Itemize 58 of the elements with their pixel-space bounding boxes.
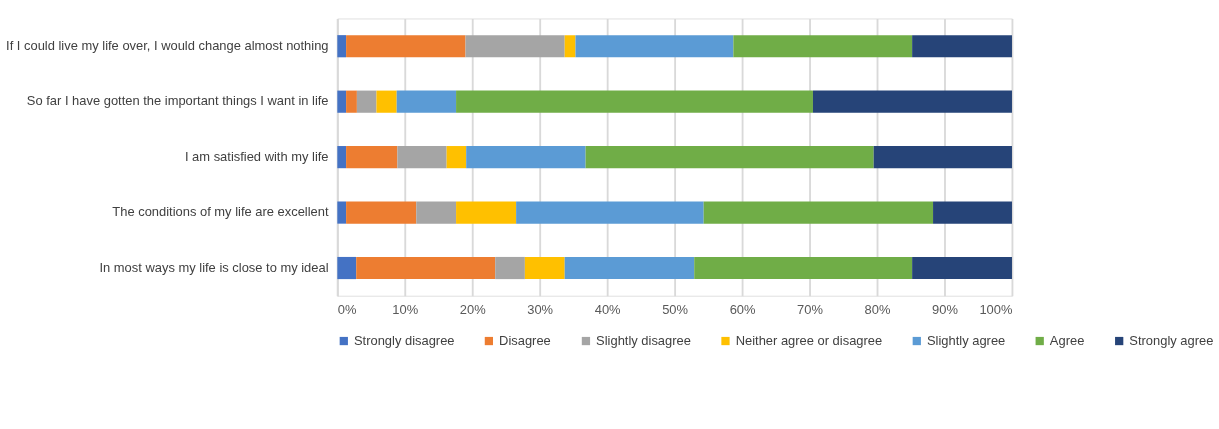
bar [337, 201, 347, 224]
bar [337, 146, 347, 169]
bar [575, 35, 734, 58]
x-tick-label: 20% [459, 301, 487, 317]
bar [585, 146, 874, 169]
bar [465, 35, 565, 58]
bar [397, 146, 447, 169]
bar [396, 90, 457, 113]
legend-label: Strongly disagree [353, 332, 455, 348]
legend-label: Slightly agree [926, 332, 1006, 348]
bar [346, 35, 466, 58]
bar [524, 256, 565, 280]
bar [812, 90, 1012, 113]
y-tick-label: I am satisfied with my life [184, 148, 329, 164]
bar [933, 201, 1012, 224]
bar [703, 201, 934, 224]
x-tick-label: 90% [932, 301, 959, 317]
bar [346, 90, 357, 113]
bar [912, 35, 1012, 58]
bar [346, 201, 417, 224]
x-tick-label: 40% [594, 301, 622, 317]
bar [346, 146, 398, 169]
x-tick-label: 100% [979, 301, 1013, 317]
bar [356, 90, 377, 113]
bar [873, 146, 1012, 169]
bar [495, 256, 525, 280]
x-tick-label: 80% [864, 301, 891, 317]
bar [337, 35, 347, 58]
x-tick-label: 60% [729, 301, 757, 317]
y-tick-label: So far I have gotten the important things I want in life [26, 93, 329, 109]
x-tick-label: 30% [527, 301, 554, 317]
x-tick-label: 10% [392, 301, 419, 317]
legend-label: Disagree [499, 332, 551, 348]
x-tick-label: 70% [797, 301, 824, 317]
legend-label: Neither agree or disagree [735, 332, 883, 348]
legend-label: Strongly agree [1129, 332, 1214, 348]
bar [564, 256, 695, 280]
bar [564, 35, 576, 58]
bar [456, 201, 517, 224]
legend-label: Agree [1049, 332, 1085, 348]
x-tick-label: 0% [337, 301, 357, 317]
y-tick-label: If I could live my life over, I would change almost nothing [6, 37, 329, 53]
bar [456, 90, 813, 113]
bar [356, 256, 496, 280]
y-tick-label: In most ways my life is close to my ideal [99, 259, 329, 275]
bar [446, 146, 467, 169]
bar [416, 201, 457, 224]
bar [516, 201, 704, 224]
bar [376, 90, 397, 113]
x-tick-label: 50% [662, 301, 689, 317]
bar [912, 256, 1012, 280]
bar [337, 90, 347, 113]
bar [733, 35, 913, 58]
bar [466, 146, 586, 169]
legend-label: Slightly disagree [596, 332, 691, 348]
bar [337, 256, 357, 280]
bar [694, 256, 913, 280]
y-tick-label: The conditions of my life are excellent [112, 204, 329, 220]
